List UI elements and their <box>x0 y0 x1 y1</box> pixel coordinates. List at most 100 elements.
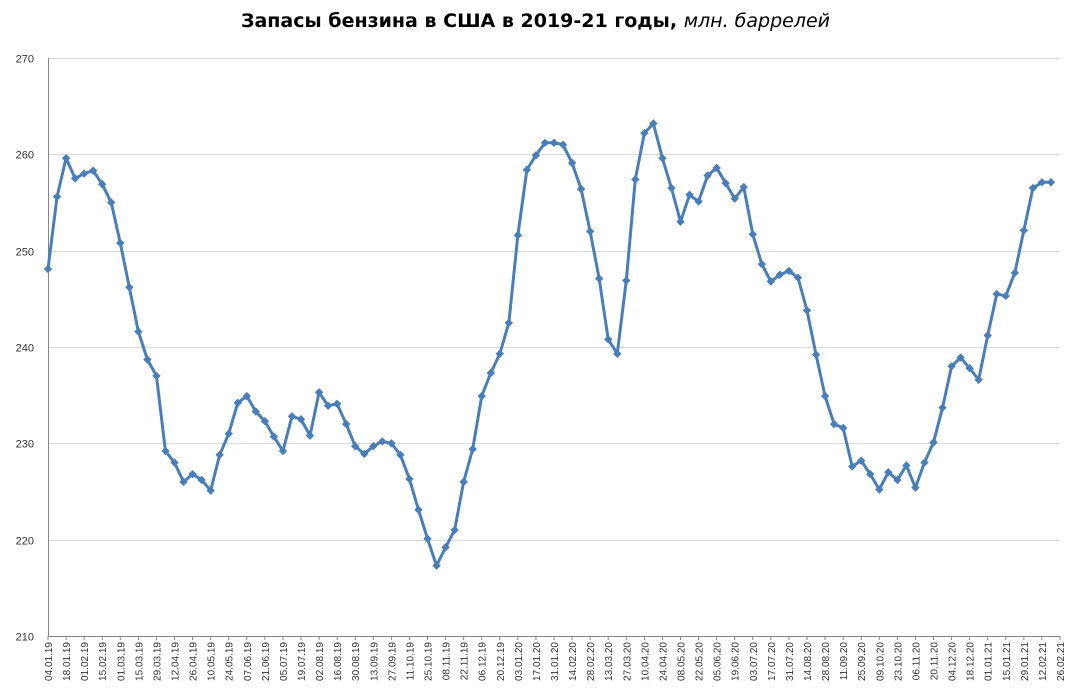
data-point <box>468 444 477 454</box>
data-point <box>640 128 649 138</box>
data-point <box>793 273 803 282</box>
x-tick-label: 01.02.19 <box>80 642 91 681</box>
data-point <box>920 458 929 467</box>
data-point <box>287 412 297 421</box>
data-point <box>134 327 143 336</box>
x-tick-label: 19.06.20 <box>731 642 742 681</box>
data-point <box>450 525 459 535</box>
x-tick-label: 12.02.21 <box>1038 642 1049 681</box>
data-point <box>965 363 974 373</box>
data-point <box>576 184 586 194</box>
data-point <box>694 197 703 206</box>
x-tick-label: 06.12.19 <box>478 642 489 681</box>
data-point <box>748 230 757 239</box>
x-tick-label: 21.06.19 <box>261 642 272 681</box>
x-tick-label: 15.02.19 <box>98 642 109 681</box>
x-tick-label: 11.09.20 <box>839 642 850 681</box>
data-point <box>875 485 884 494</box>
y-tick-label: 230 <box>16 439 34 451</box>
x-tick-label: 26.04.19 <box>189 642 200 681</box>
data-point <box>188 469 197 479</box>
x-tick-label: 08.11.19 <box>442 642 453 681</box>
x-tick-label: 04.12.20 <box>948 642 959 681</box>
data-point <box>378 437 387 446</box>
x-tick-label: 11.10.19 <box>405 642 416 681</box>
data-point <box>820 391 830 401</box>
data-point <box>477 391 486 401</box>
data-point <box>107 198 116 207</box>
data-point <box>712 163 721 173</box>
data-point <box>585 227 595 236</box>
x-tick-label: 19.07.19 <box>297 642 308 681</box>
data-point <box>215 450 224 460</box>
x-tick-label: 27.09.19 <box>387 642 398 681</box>
x-tick-label: 28.08.20 <box>821 642 832 681</box>
x-tick-label: 15.03.19 <box>134 642 145 681</box>
x-tick-label: 07.06.19 <box>243 642 254 681</box>
data-point <box>829 419 839 429</box>
data-point <box>866 469 875 479</box>
data-point <box>43 264 53 274</box>
data-point <box>929 438 938 447</box>
x-tick-label: 18.12.20 <box>966 642 977 681</box>
x-tick-label: 08.05.20 <box>677 642 688 681</box>
data-point <box>649 119 658 128</box>
x-tick-label: 12.04.19 <box>171 642 182 681</box>
x-tick-label: 13.03.20 <box>604 642 615 681</box>
data-point <box>70 174 80 183</box>
data-point <box>206 486 215 495</box>
data-point <box>242 391 251 401</box>
x-tick-label: 06.11.20 <box>911 642 922 681</box>
data-point <box>811 350 821 359</box>
data-point <box>423 534 432 543</box>
data-point <box>233 398 242 408</box>
data-point <box>152 371 161 381</box>
data-point <box>974 375 983 384</box>
data-point <box>594 274 604 283</box>
chart-subtitle: млн. баррелей <box>683 10 831 32</box>
data-point <box>79 169 89 178</box>
x-tick-label: 10.05.19 <box>207 642 218 681</box>
data-point <box>667 183 676 193</box>
data-point <box>1001 291 1010 301</box>
data-point <box>405 474 414 484</box>
x-tick-label: 29.01.21 <box>1020 642 1031 681</box>
data-point <box>296 415 306 424</box>
data-point <box>558 140 568 149</box>
data-point <box>387 439 396 448</box>
data-point <box>1010 268 1020 278</box>
data-point <box>540 138 550 147</box>
x-tick-label: 17.07.20 <box>767 642 778 681</box>
data-point <box>739 182 748 192</box>
data-point <box>414 505 423 515</box>
data-point <box>522 165 532 174</box>
data-point <box>88 166 98 175</box>
x-tick-label: 13.09.19 <box>369 642 380 681</box>
series-line <box>46 122 1053 568</box>
data-point <box>305 431 315 440</box>
x-tick-label: 02.08.19 <box>315 642 326 681</box>
data-point <box>992 289 1001 299</box>
data-point <box>170 458 179 467</box>
data-point <box>323 401 333 410</box>
x-tick-label: 01.01.21 <box>984 642 995 681</box>
x-tick-label: 26.02.21 <box>1056 642 1067 681</box>
data-point <box>179 477 188 487</box>
data-point <box>260 416 270 426</box>
data-point <box>1019 226 1029 235</box>
x-tick-label: 03.01.20 <box>514 642 525 681</box>
data-point <box>893 475 902 485</box>
x-tick-label: 25.10.19 <box>424 642 435 681</box>
data-point <box>775 270 785 279</box>
data-point <box>1037 178 1047 187</box>
data-point <box>549 138 559 147</box>
data-point <box>432 561 441 570</box>
data-point <box>956 353 965 362</box>
data-point <box>531 151 541 160</box>
x-tick-label: 14.08.20 <box>803 642 814 681</box>
chart-title: Запасы бензина в США в 2019-21 годы, млн… <box>0 10 1071 32</box>
data-point <box>125 283 134 292</box>
x-tick-label: 16.08.19 <box>333 642 344 681</box>
data-point <box>902 461 911 470</box>
data-point <box>938 403 947 412</box>
